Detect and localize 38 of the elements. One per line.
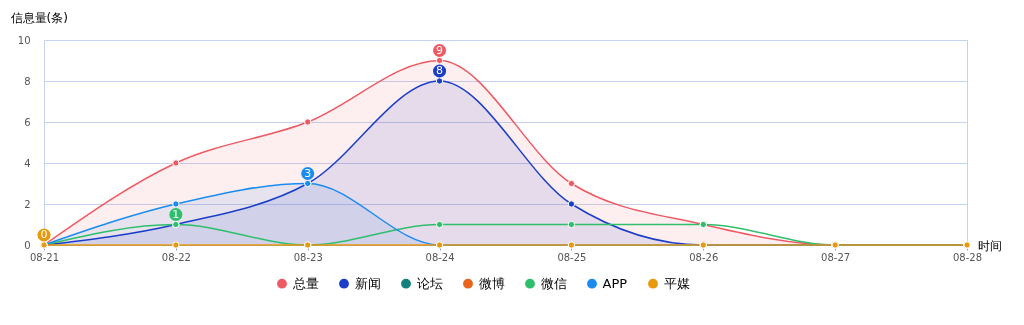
legend-label: 平媒 [663, 275, 690, 291]
y-tick-label: 6 [24, 116, 31, 128]
x-tick-label: 08-28 [952, 251, 983, 263]
point [435, 77, 444, 85]
x-tick-label: 08-24 [425, 251, 455, 263]
point [567, 179, 576, 188]
legend-label: 微博 [478, 275, 505, 291]
point [567, 200, 576, 208]
legend-label: 微信 [540, 275, 567, 291]
y-tick-label: 8 [24, 75, 31, 87]
x-tick-label: 08-27 [821, 251, 851, 263]
point [172, 200, 180, 208]
point [172, 241, 180, 249]
x-axis-title: 时间 [977, 238, 1002, 253]
y-tick-label: 2 [24, 198, 31, 210]
point [304, 118, 312, 126]
legend-label: 新闻 [354, 275, 381, 291]
y-tick-label: 0 [24, 239, 31, 251]
legend-label: 论坛 [416, 275, 443, 291]
annotation: 3 [304, 166, 312, 180]
point [435, 220, 444, 229]
y-tick-label: 4 [24, 157, 31, 169]
x-tick-label: 08-23 [293, 251, 323, 263]
annotation: 9 [436, 43, 444, 57]
point [567, 220, 576, 229]
y-tick-label: 10 [17, 34, 31, 46]
x-tick-label: 08-21 [29, 251, 60, 263]
y-axis-title: 信息量(条) [10, 10, 68, 25]
annotation: 1 [172, 207, 180, 221]
legend-label: 总量 [291, 275, 319, 291]
x-tick-label: 08-26 [689, 251, 719, 263]
point [435, 56, 444, 65]
annotation: 0 [40, 228, 48, 241]
x-tick-label: 08-22 [161, 251, 191, 263]
legend-label: APP [602, 275, 628, 291]
annotation: 8 [436, 64, 444, 77]
x-tick-label: 08-25 [557, 251, 587, 263]
point [172, 159, 180, 167]
